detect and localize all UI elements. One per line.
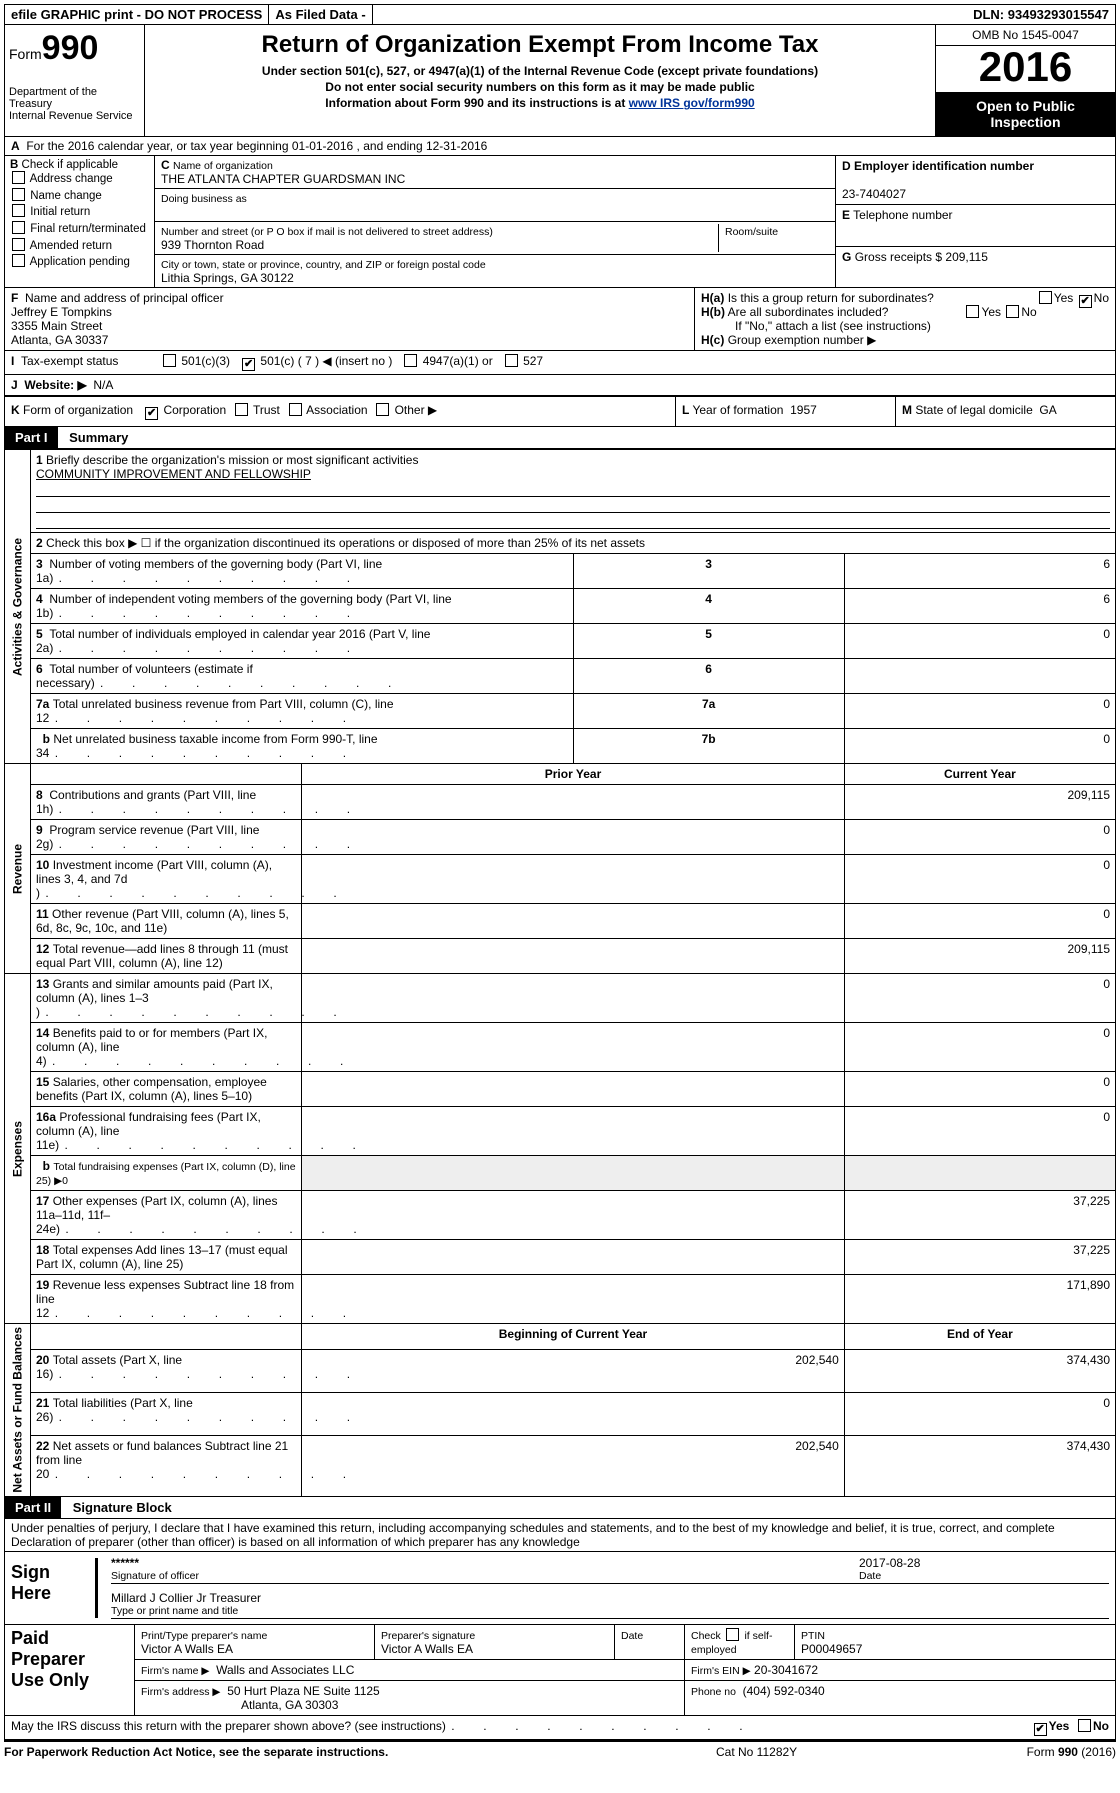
page-footer: For Paperwork Reduction Act Notice, see … (4, 1740, 1116, 1759)
table-row: 5 Total number of individuals employed i… (5, 624, 1116, 659)
chk-application-pending[interactable]: Application pending (10, 254, 149, 271)
table-row: 17 Other expenses (Part IX, column (A), … (5, 1191, 1116, 1240)
section-klm: K Form of organization ✔ Corporation Tru… (4, 397, 1116, 427)
summary-table: Activities & Governance 1 Briefly descri… (4, 449, 1116, 1497)
chk-name-change[interactable]: Name change (10, 188, 149, 205)
chk-501c[interactable]: ✔ (242, 358, 255, 371)
chk-address-change[interactable]: Address change (10, 171, 149, 188)
table-row: 3 Number of voting members of the govern… (5, 554, 1116, 589)
table-row: 6 Total number of volunteers (estimate i… (5, 659, 1116, 694)
section-h: H(a) Is this a group return for subordin… (695, 288, 1115, 350)
form-subhead-2: Do not enter social security numbers on … (153, 79, 927, 95)
section-g: G Gross receipts $ 209,115 (836, 247, 1115, 288)
paid-preparer-label: PaidPreparerUse Only (5, 1625, 135, 1716)
table-row: 11 Other revenue (Part VIII, column (A),… (5, 904, 1116, 939)
part2-header: Part II Signature Block (4, 1497, 1116, 1519)
side-governance: Activities & Governance (5, 450, 31, 764)
table-row: 16a Professional fundraising fees (Part … (5, 1107, 1116, 1156)
chk-self-employed[interactable] (726, 1628, 739, 1641)
table-row: b Net unrelated business taxable income … (5, 729, 1116, 764)
dept-irs: Internal Revenue Service (9, 110, 140, 122)
side-net: Net Assets or Fund Balances (5, 1324, 31, 1497)
chk-discuss-yes[interactable]: ✔ (1034, 1723, 1047, 1736)
asfiled-note: As Filed Data - (269, 5, 372, 24)
chk-527[interactable] (505, 354, 518, 367)
section-i: I Tax-exempt status 501(c)(3) ✔ 501(c) (… (4, 351, 1116, 375)
section-fh: F Name and address of principal officer … (4, 288, 1116, 351)
officer-name: Millard J Collier Jr Treasurer (111, 1591, 261, 1605)
section-c: C Name of organization THE ATLANTA CHAPT… (155, 156, 835, 287)
org-street: 939 Thornton Road (161, 238, 264, 252)
form-number: Form990 (9, 29, 140, 68)
chk-501c3[interactable] (163, 354, 176, 367)
chk-final-return[interactable]: Final return/terminated (10, 221, 149, 238)
table-row: 8 Contributions and grants (Part VIII, l… (5, 785, 1116, 820)
sign-here-block: SignHere ****** Signature of officer 201… (4, 1552, 1116, 1625)
section-j: J Website: ▶ N/A (4, 375, 1116, 397)
gross-receipts: 209,115 (945, 250, 988, 264)
mission-text: COMMUNITY IMPROVEMENT AND FELLOWSHIP (36, 467, 311, 481)
side-revenue: Revenue (5, 764, 31, 974)
table-row: 19 Revenue less expenses Subtract line 1… (5, 1275, 1116, 1324)
section-d: D Employer identification number 23-7404… (836, 156, 1115, 205)
form-header: Form990 Department of the Treasury Inter… (4, 25, 1116, 137)
dept-treasury: Department of the Treasury (9, 86, 140, 110)
efile-note: efile GRAPHIC print - DO NOT PROCESS (5, 5, 269, 24)
section-a: A For the 2016 calendar year, or tax yea… (4, 137, 1116, 156)
table-row: 7a Total unrelated business revenue from… (5, 694, 1116, 729)
chk-corp[interactable]: ✔ (145, 407, 158, 420)
table-row: 4 Number of independent voting members o… (5, 589, 1116, 624)
chk-other[interactable] (376, 403, 389, 416)
section-f: F Name and address of principal officer … (5, 288, 695, 350)
section-b: B Check if applicable Address change Nam… (5, 156, 155, 287)
section-bcdeg: B Check if applicable Address change Nam… (4, 156, 1116, 288)
discuss-row: May the IRS discuss this return with the… (4, 1716, 1116, 1740)
chk-assoc[interactable] (289, 403, 302, 416)
section-e: E Telephone number (836, 205, 1115, 247)
ein: 23-7404027 (842, 187, 906, 201)
part1-header: Part I Summary (4, 427, 1116, 449)
chk-initial-return[interactable]: Initial return (10, 204, 149, 221)
side-expenses: Expenses (5, 974, 31, 1324)
dln: DLN: 93493293015547 (967, 5, 1115, 24)
table-row: 9 Program service revenue (Part VIII, li… (5, 820, 1116, 855)
table-row: 14 Benefits paid to or for members (Part… (5, 1023, 1116, 1072)
table-row: 22 Net assets or fund balances Subtract … (5, 1436, 1116, 1496)
top-bar: efile GRAPHIC print - DO NOT PROCESS As … (4, 4, 1116, 25)
irs-link[interactable]: www IRS gov/form990 (629, 96, 755, 110)
org-city: Lithia Springs, GA 30122 (161, 271, 294, 285)
chk-discuss-no[interactable] (1078, 1719, 1091, 1732)
perjury-declaration: Under penalties of perjury, I declare th… (4, 1519, 1116, 1552)
org-name: THE ATLANTA CHAPTER GUARDSMAN INC (161, 172, 405, 186)
paid-preparer-block: PaidPreparerUse Only Print/Type preparer… (4, 1625, 1116, 1716)
form-title: Return of Organization Exempt From Incom… (153, 31, 927, 59)
table-row: 15 Salaries, other compensation, employe… (5, 1072, 1116, 1107)
sign-here-label: SignHere (5, 1552, 95, 1624)
form-subhead-3: Information about Form 990 and its instr… (153, 95, 927, 111)
table-row: 20 Total assets (Part X, line 16)202,540… (5, 1349, 1116, 1392)
chk-4947[interactable] (404, 354, 417, 367)
tax-year: 2016 (936, 46, 1115, 92)
table-row: b Total fundraising expenses (Part IX, c… (5, 1156, 1116, 1191)
chk-trust[interactable] (235, 403, 248, 416)
open-to-public: Open to Public Inspection (936, 92, 1115, 136)
table-row: 12 Total revenue—add lines 8 through 11 … (5, 939, 1116, 974)
table-row: 21 Total liabilities (Part X, line 26)0 (5, 1393, 1116, 1436)
chk-amended-return[interactable]: Amended return (10, 238, 149, 255)
table-row: 18 Total expenses Add lines 13–17 (must … (5, 1240, 1116, 1275)
table-row: 10 Investment income (Part VIII, column … (5, 855, 1116, 904)
form-subhead-1: Under section 501(c), 527, or 4947(a)(1)… (153, 63, 927, 79)
